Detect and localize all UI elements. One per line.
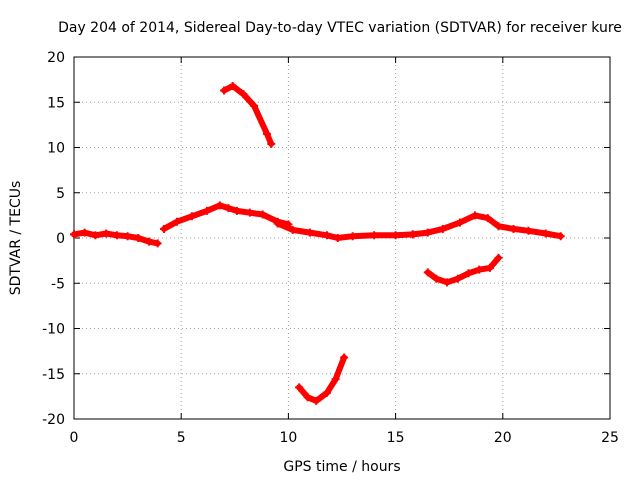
data-point — [273, 219, 282, 228]
axis-ticks: 0 5 10 15 20 25 -20 -15 -10 -5 0 5 10 15 20 — [42, 50, 619, 446]
data-point — [245, 208, 254, 217]
data-point — [423, 268, 432, 277]
data-point — [220, 86, 229, 95]
data-point — [509, 224, 518, 233]
data-point — [453, 274, 462, 283]
data-point — [295, 383, 304, 392]
y-tick-label: 5 — [56, 186, 65, 202]
y-tick-label: -10 — [42, 322, 65, 338]
x-axis-label: GPS time / hours — [283, 459, 400, 475]
data-point — [370, 231, 379, 240]
data-point — [250, 101, 259, 110]
data-point — [262, 129, 271, 138]
data-point — [187, 212, 196, 221]
data-point — [239, 90, 248, 99]
data-point — [348, 232, 357, 241]
data-point — [541, 229, 550, 238]
y-tick-label: -5 — [51, 276, 65, 292]
data-point — [91, 231, 100, 240]
y-tick-label: 20 — [47, 50, 65, 66]
data-point — [432, 274, 441, 283]
data-point — [305, 228, 314, 237]
data-point — [494, 253, 503, 262]
data-point — [408, 230, 417, 239]
x-tick-label: 10 — [279, 430, 297, 446]
data-point — [333, 234, 342, 242]
y-tick-label: -15 — [42, 367, 65, 383]
data-point — [322, 388, 331, 397]
data-point — [483, 214, 492, 223]
data-point — [258, 210, 267, 219]
y-tick-label: 10 — [47, 141, 65, 157]
data-point — [80, 228, 89, 237]
data-point — [112, 231, 121, 240]
data-point — [331, 375, 340, 384]
data-point — [288, 225, 297, 234]
data-point — [70, 230, 78, 239]
data-point — [160, 224, 169, 233]
data-point — [322, 231, 331, 240]
data-point — [464, 269, 473, 278]
data-point — [475, 265, 484, 274]
data-point — [224, 204, 233, 213]
data-point — [172, 217, 181, 226]
chart-title: Day 204 of 2014, Sidereal Day-to-day VTE… — [58, 20, 622, 36]
x-tick-label: 20 — [494, 430, 512, 446]
data-point — [102, 229, 111, 238]
data-point — [228, 81, 237, 90]
data-point — [443, 278, 452, 287]
x-tick-label: 0 — [70, 430, 79, 446]
data-point — [423, 228, 432, 237]
data-point — [391, 231, 400, 240]
data-point — [455, 218, 464, 227]
data-point — [303, 393, 312, 402]
data-point — [470, 211, 479, 220]
data-point — [215, 201, 224, 210]
data-point — [134, 234, 143, 242]
data-point — [312, 396, 321, 405]
data-point — [145, 237, 154, 246]
data-point — [524, 226, 533, 235]
data-point — [438, 224, 447, 233]
data-point — [202, 206, 211, 215]
data-series — [70, 81, 565, 405]
series-arc-5 — [296, 354, 348, 404]
y-tick-label: -20 — [42, 412, 65, 428]
data-point — [340, 353, 349, 362]
y-axis-label: SDTVAR / TECUs — [8, 181, 24, 296]
data-point — [494, 222, 503, 231]
x-tick-label: 15 — [387, 430, 405, 446]
data-point — [232, 206, 241, 215]
data-point — [123, 232, 132, 241]
data-point — [485, 263, 494, 272]
x-tick-label: 5 — [177, 430, 186, 446]
data-point — [556, 232, 565, 241]
y-tick-label: 15 — [47, 95, 65, 111]
data-point — [153, 239, 162, 248]
data-point — [267, 139, 276, 148]
series-arc-3 — [221, 83, 275, 147]
x-tick-label: 25 — [601, 430, 619, 446]
y-tick-label: 0 — [56, 231, 65, 247]
